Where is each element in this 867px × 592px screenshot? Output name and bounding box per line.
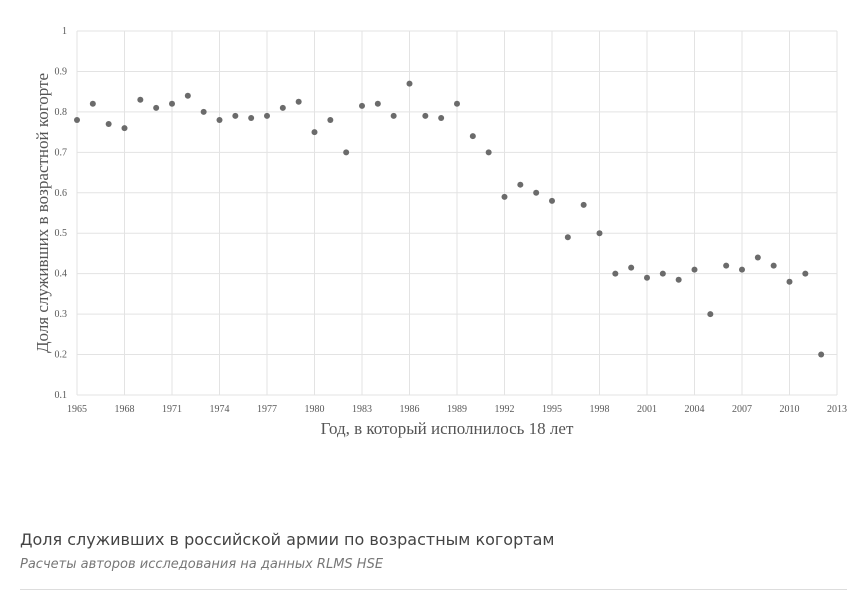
point: [406, 80, 413, 87]
point: [264, 112, 270, 119]
point: [438, 114, 445, 121]
x-tick-label: 2001: [637, 404, 657, 415]
point: [485, 149, 492, 156]
x-tick-label: 1974: [210, 404, 230, 415]
point: [137, 96, 144, 103]
point: [469, 133, 476, 140]
caption-title: Доля служивших в российской армии по воз…: [20, 530, 555, 549]
y-tick-label: 0.8: [55, 107, 68, 118]
x-tick-label: 1989: [447, 404, 467, 415]
point: [200, 108, 207, 115]
x-axis-label: Год, в который исполнилось 18 лет: [321, 419, 574, 438]
divider: [20, 589, 847, 590]
y-tick-label: 0.3: [55, 309, 68, 320]
y-tick-label: 0.2: [55, 350, 68, 361]
point: [675, 276, 682, 283]
point: [390, 112, 397, 119]
x-tick-label: 1992: [495, 404, 515, 415]
caption-source: Расчеты авторов исследования на данных R…: [20, 557, 384, 572]
point: [549, 197, 555, 204]
point: [359, 102, 365, 109]
point: [818, 351, 825, 358]
y-tick-label: 0.7: [55, 147, 68, 158]
point: [533, 189, 540, 196]
x-tick-label: 2007: [732, 404, 752, 415]
x-tick-label: 1971: [162, 404, 182, 415]
point: [659, 270, 666, 277]
x-tick-label: 1968: [115, 404, 135, 415]
point: [374, 100, 381, 107]
point: [74, 116, 80, 123]
y-tick-label: 0.6: [55, 188, 68, 199]
point: [517, 181, 524, 188]
point: [279, 104, 286, 111]
point: [311, 129, 318, 136]
x-tick-label: 1986: [400, 404, 420, 415]
point: [89, 100, 96, 107]
point: [169, 100, 175, 107]
x-tick-label: 1977: [257, 404, 277, 415]
point: [501, 193, 508, 200]
point: [644, 274, 650, 281]
point: [343, 149, 350, 156]
chart: Год, в который исполнилось 18 лет Доля с…: [33, 26, 847, 438]
point: [786, 278, 793, 285]
x-tick-label: 1983: [352, 404, 372, 415]
point: [153, 104, 160, 111]
point: [707, 311, 714, 318]
point: [580, 201, 587, 208]
point: [802, 270, 809, 277]
point: [248, 114, 255, 121]
point: [628, 264, 635, 271]
point: [691, 266, 698, 273]
y-tick-label: 0.1: [55, 390, 68, 401]
y-tick-label: 0.4: [55, 269, 68, 280]
x-tick-label: 1995: [542, 404, 562, 415]
point: [454, 100, 460, 107]
x-tick-label: 1998: [590, 404, 610, 415]
point: [121, 125, 128, 132]
point: [216, 116, 223, 123]
y-tick-label: 0.5: [55, 228, 68, 239]
x-tick-label: 2013: [827, 404, 847, 415]
y-tick-label: 0.9: [55, 66, 68, 77]
y-axis-label: Доля служивших в возрастной когорте: [33, 73, 52, 353]
point: [739, 266, 745, 273]
x-tick-label: 1980: [305, 404, 325, 415]
y-tick-label: 1: [62, 26, 67, 37]
point: [723, 262, 730, 269]
x-tick-label: 1965: [67, 404, 87, 415]
point: [612, 270, 619, 277]
point: [770, 262, 777, 269]
point: [596, 230, 603, 237]
point: [232, 112, 239, 119]
x-tick-label: 2010: [780, 404, 800, 415]
x-tick-label: 2004: [685, 404, 705, 415]
point: [184, 92, 191, 99]
point: [422, 112, 429, 119]
point: [105, 121, 112, 128]
point: [295, 98, 302, 105]
point: [564, 234, 571, 241]
point: [327, 116, 334, 123]
point: [754, 254, 761, 261]
